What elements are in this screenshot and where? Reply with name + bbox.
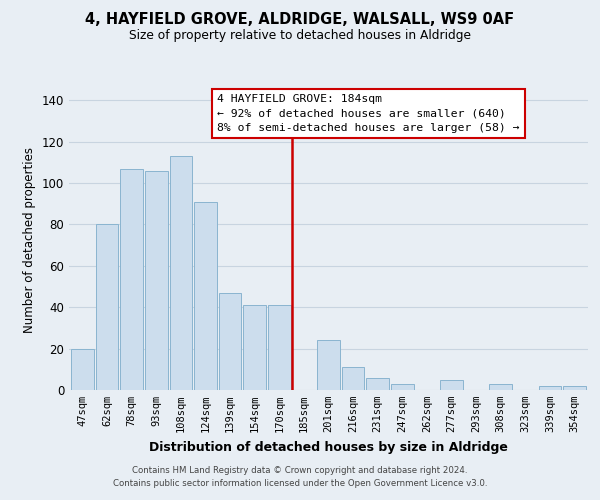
Bar <box>121 168 143 390</box>
Bar <box>96 224 118 390</box>
Bar <box>490 384 512 390</box>
Text: Size of property relative to detached houses in Aldridge: Size of property relative to detached ho… <box>129 29 471 42</box>
Bar <box>342 367 364 390</box>
Bar <box>71 348 94 390</box>
Bar <box>367 378 389 390</box>
Y-axis label: Number of detached properties: Number of detached properties <box>23 147 36 333</box>
Bar <box>219 293 241 390</box>
Bar <box>194 202 217 390</box>
Bar <box>268 305 290 390</box>
X-axis label: Distribution of detached houses by size in Aldridge: Distribution of detached houses by size … <box>149 440 508 454</box>
Bar <box>391 384 413 390</box>
Text: 4 HAYFIELD GROVE: 184sqm
← 92% of detached houses are smaller (640)
8% of semi-d: 4 HAYFIELD GROVE: 184sqm ← 92% of detach… <box>217 94 520 134</box>
Bar <box>440 380 463 390</box>
Text: 4, HAYFIELD GROVE, ALDRIDGE, WALSALL, WS9 0AF: 4, HAYFIELD GROVE, ALDRIDGE, WALSALL, WS… <box>85 12 515 28</box>
Bar <box>539 386 561 390</box>
Text: Contains HM Land Registry data © Crown copyright and database right 2024.
Contai: Contains HM Land Registry data © Crown c… <box>113 466 487 487</box>
Bar <box>170 156 192 390</box>
Bar <box>317 340 340 390</box>
Bar <box>244 305 266 390</box>
Bar <box>563 386 586 390</box>
Bar <box>145 170 167 390</box>
